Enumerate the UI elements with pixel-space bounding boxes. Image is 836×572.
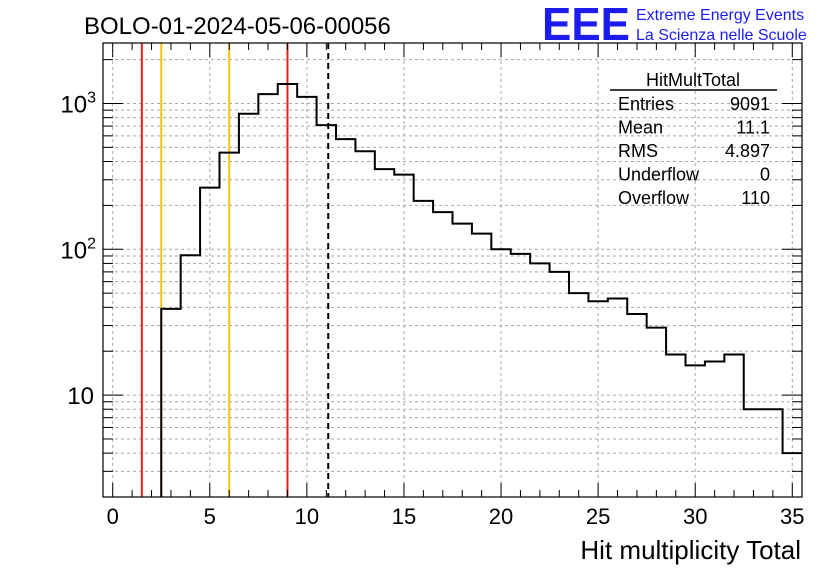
histogram-bin <box>744 409 763 497</box>
x-axis-label: Hit multiplicity Total <box>580 535 801 565</box>
histogram-bin <box>258 94 277 497</box>
histogram-bin <box>763 409 782 497</box>
eee-logo: EEE <box>542 0 630 50</box>
stats-box: HitMultTotal Entries 9091 Mean 11.1 RMS 4.897… <box>610 70 777 208</box>
histogram-bin <box>724 354 743 497</box>
histogram-bin <box>220 153 239 497</box>
stats-row-value: 9091 <box>730 94 770 114</box>
stats-row-label: Overflow <box>618 188 690 208</box>
histogram-bin <box>608 298 627 497</box>
histogram-series <box>160 83 802 497</box>
histogram-bin <box>588 301 607 497</box>
stats-row-label: Mean <box>618 118 663 138</box>
stats-row-value: 0 <box>760 165 770 185</box>
stats-row-value: 110 <box>741 188 770 208</box>
histogram-bin <box>239 114 258 497</box>
stats-row-label: Underflow <box>618 165 700 185</box>
histogram-bin <box>569 293 588 497</box>
histogram-bin <box>336 139 355 497</box>
histogram-bin <box>200 188 219 497</box>
histogram-bin <box>453 224 472 497</box>
histogram-bin <box>355 151 374 497</box>
x-tick-label: 0 <box>107 504 119 529</box>
histogram-bin <box>550 272 569 497</box>
stats-row-value: 11.1 <box>736 118 770 138</box>
histogram-bin <box>472 234 491 497</box>
histogram-bin <box>666 354 685 497</box>
x-tick-label: 25 <box>586 504 610 529</box>
histogram-bin <box>181 255 200 497</box>
x-tick-label: 35 <box>780 504 804 529</box>
x-tick-label: 5 <box>204 504 216 529</box>
stats-rows: Entries 9091 Mean 11.1 RMS 4.897 Underflow 0 Ove… <box>618 94 770 208</box>
histogram-bin <box>394 175 413 497</box>
histogram-bin <box>491 249 510 497</box>
histogram-bin <box>317 125 336 497</box>
histogram-bin <box>647 328 666 497</box>
stats-row-label: Entries <box>618 94 674 114</box>
histogram-bin <box>161 309 180 497</box>
histogram-bin <box>297 97 316 497</box>
histogram-bin <box>414 201 433 497</box>
histogram-bin <box>375 169 394 497</box>
logo-subtitle-line1: Extreme Energy Events <box>636 7 804 24</box>
stats-box-title: HitMultTotal <box>646 70 740 90</box>
y-tick-label: 102 <box>60 235 96 264</box>
y-tick-label: 10 <box>67 383 94 410</box>
x-tick-label: 15 <box>392 504 416 529</box>
histogram-bin <box>705 361 724 497</box>
histogram-bin <box>511 254 530 497</box>
histogram-bin <box>278 84 297 497</box>
logo-subtitle-line2: La Scienza nelle Scuole <box>636 27 807 44</box>
stats-row-label: RMS <box>618 141 658 161</box>
plot-frame <box>102 42 803 498</box>
run-title: BOLO-01-2024-05-06-00056 <box>84 13 391 40</box>
x-tick-label: 20 <box>489 504 513 529</box>
y-axis: 10 102 103 <box>60 59 802 498</box>
histogram-bin <box>627 314 646 497</box>
histogram-bin <box>686 365 705 497</box>
stats-row-value: 4.897 <box>725 141 770 161</box>
x-axis: 0 5 10 15 20 25 30 35 <box>107 43 805 529</box>
histogram-outline <box>160 83 802 497</box>
x-tick-label: 30 <box>683 504 707 529</box>
x-tick-label: 10 <box>295 504 319 529</box>
histogram-bin <box>530 263 549 497</box>
y-tick-label: 103 <box>60 90 96 119</box>
histogram-bin <box>433 212 452 497</box>
